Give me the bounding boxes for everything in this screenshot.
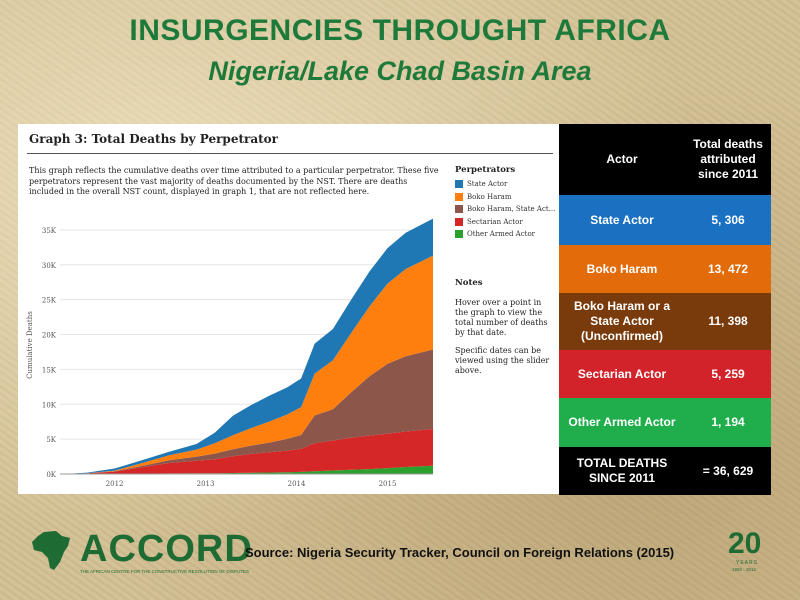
- table-row: Sectarian Actor 5, 259: [559, 350, 771, 398]
- graph-description: This graph reflects the cumulative death…: [29, 166, 439, 196]
- note-slider: Specific dates can be viewed using the s…: [455, 346, 550, 375]
- legend-item-sectarian-actor[interactable]: Sectarian Actor: [455, 216, 555, 229]
- table-header-row: Actor Total deaths attributed since 2011: [559, 124, 771, 195]
- legend-swatch: [455, 230, 463, 239]
- logo-tagline: THE AFRICAN CENTRE FOR THE CONSTRUCTIVE …: [80, 569, 249, 574]
- area-boko-haram: [64, 255, 433, 474]
- y-tick-label: 5K: [46, 436, 56, 444]
- notes-title: Notes: [455, 278, 483, 288]
- x-tick-label: 2015: [379, 480, 397, 488]
- badge-number: 20: [728, 527, 762, 560]
- legend-item-other-armed-actor[interactable]: Other Armed Actor: [455, 228, 555, 241]
- slide-title: INSURGENCIES THROUGHT AFRICA: [129, 14, 671, 47]
- table-row: Other Armed Actor 1, 194: [559, 398, 771, 447]
- row-deaths: 5, 259: [711, 366, 745, 381]
- y-tick-label: 0K: [46, 471, 56, 479]
- deaths-table: Actor Total deaths attributed since 2011…: [559, 124, 771, 495]
- legend-item-state-actor[interactable]: State Actor: [455, 178, 555, 191]
- row-deaths: 1, 194: [711, 415, 745, 429]
- area-other-armed-actor: [64, 465, 433, 474]
- legend-item-boko-haram[interactable]: Boko Haram: [455, 191, 555, 204]
- y-axis-label: Cumulative Deaths: [26, 311, 34, 379]
- legend-swatch: [455, 205, 463, 214]
- header-deaths: Total deaths attributed since 2011: [693, 137, 763, 181]
- table-row: State Actor 5, 306: [559, 195, 771, 245]
- graph-panel: 0K 5K 10K 15K 20K 25K 30K 35K 2012 2013 2014 2015 Cu…: [18, 124, 559, 494]
- slide-subtitle: Nigeria/Lake Chad Basin Area: [208, 56, 592, 86]
- table-row: Boko Haram or a State Actor (Unconfirmed…: [559, 293, 771, 350]
- x-tick-label: 2014: [288, 480, 306, 488]
- chart-legend: Perpetrators State Actor Boko Haram Boko…: [455, 165, 555, 241]
- legend-label: Sectarian Actor: [467, 217, 523, 226]
- badge-text: YEARS: [736, 560, 758, 566]
- legend-swatch: [455, 180, 463, 189]
- table-total-row: TOTAL DEATHS SINCE 2011 = 36, 629: [559, 447, 771, 495]
- total-label: TOTAL DEATHS SINCE 2011: [576, 456, 668, 485]
- legend-label: Other Armed Actor: [467, 230, 536, 239]
- area-boko-haram-state-act: [64, 349, 433, 474]
- row-actor: Sectarian Actor: [577, 366, 667, 381]
- legend-label: State Actor: [467, 180, 508, 189]
- header-actor: Actor: [606, 152, 638, 166]
- anniversary-badge: 20 YEARS 1992 - 2012: [726, 527, 776, 573]
- row-deaths: 5, 306: [711, 212, 745, 227]
- y-tick-label: 15K: [42, 366, 57, 374]
- logo-wordmark: ACCORD: [80, 528, 253, 570]
- africa-map-icon: [32, 531, 70, 570]
- y-tick-label: 35K: [42, 227, 57, 235]
- area-sectarian-actor: [64, 429, 433, 474]
- notes-panel: Notes Hover over a point in the graph to…: [455, 278, 550, 384]
- row-deaths: 13, 472: [707, 261, 749, 276]
- y-tick-label: 25K: [42, 297, 57, 305]
- x-tick-label: 2013: [197, 480, 215, 488]
- y-tick-label: 20K: [42, 332, 57, 340]
- row-actor: Other Armed Actor: [568, 415, 676, 429]
- row-actor: State Actor: [590, 212, 654, 227]
- graph-title: Graph 3: Total Deaths by Perpetrator: [29, 132, 278, 146]
- legend-title: Perpetrators: [455, 165, 516, 175]
- row-deaths: 11, 398: [708, 314, 748, 328]
- row-actor: Boko Haram or a State Actor (Unconfirmed…: [573, 299, 671, 343]
- y-tick-label: 10K: [42, 401, 57, 409]
- badge-years: 1992 - 2012: [732, 567, 757, 572]
- note-hover: Hover over a point in the graph to view …: [455, 298, 548, 337]
- row-actor: Boko Haram: [586, 261, 658, 276]
- area-state-actor: [64, 218, 433, 474]
- legend-item-boko-haram-state-actor[interactable]: Boko Haram, State Act...: [455, 203, 555, 216]
- source-caption: Source: Nigeria Security Tracker, Counci…: [245, 545, 675, 560]
- legend-swatch: [455, 217, 463, 226]
- y-tick-label: 30K: [42, 262, 57, 270]
- area-chart[interactable]: 0K 5K 10K 15K 20K 25K 30K 35K 2012 2013 2014 2015 Cu…: [18, 124, 559, 494]
- total-value: = 36, 629: [702, 463, 754, 478]
- legend-label: Boko Haram, State Act...: [467, 205, 556, 214]
- x-tick-label: 2012: [106, 480, 124, 488]
- legend-label: Boko Haram: [467, 192, 512, 201]
- accord-logo: ACCORD THE AFRICAN CENTRE FOR THE CONSTR…: [30, 526, 270, 576]
- legend-swatch: [455, 192, 463, 201]
- graph-divider: [27, 153, 553, 154]
- table-row: Boko Haram 13, 472: [559, 245, 771, 293]
